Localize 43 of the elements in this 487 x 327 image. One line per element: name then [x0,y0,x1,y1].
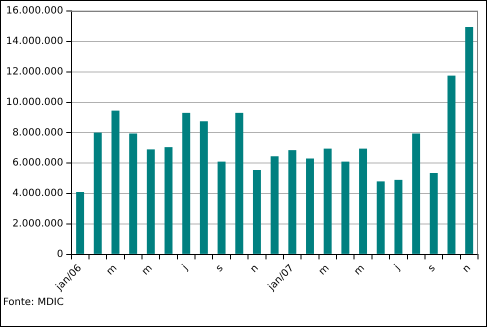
y-tick-label: 6.000.000 [12,158,64,169]
bar [324,148,332,254]
bar [376,181,385,254]
bar [359,148,368,254]
bar [129,133,138,254]
bar [111,110,120,254]
x-tick-label: n [248,262,261,276]
x-tick-label: s [426,262,438,274]
x-tick-label: s [214,262,226,274]
y-tick-label: 4.000.000 [12,188,64,200]
x-tick-label: m [104,262,120,278]
bar [146,149,155,254]
bar [306,158,314,254]
x-tick-label: n [460,262,474,276]
bar [182,112,190,254]
x-tick-label: m [352,262,368,278]
y-tick-label: 8.000.000 [12,127,64,138]
bar [447,76,456,254]
bar [200,121,208,254]
bar [76,192,84,254]
y-tick-label: 16.000.000 [6,6,64,17]
bar [430,172,438,254]
bar [235,112,244,254]
y-tick-label: 14.000.000 [6,36,64,48]
bar [412,133,420,254]
bar [94,132,102,254]
x-tick-label: j [180,262,190,274]
x-tick-label: m [140,262,155,278]
y-tick-label: 2.000.000 [12,218,64,230]
bar [341,162,350,254]
bar [164,147,172,254]
x-tick-label: m [316,262,332,278]
bar [394,180,402,254]
x-tick-label: j [392,262,402,274]
bar [252,170,261,254]
source-note: Fonte: MDIC [3,296,65,309]
y-tick-label: 10.000.000 [6,96,64,108]
bar [270,156,279,254]
bar [465,26,474,254]
bar [218,162,226,254]
y-tick-label: 0 [56,248,64,260]
bar [288,150,296,254]
y-tick-label: 12.000.000 [6,66,64,78]
